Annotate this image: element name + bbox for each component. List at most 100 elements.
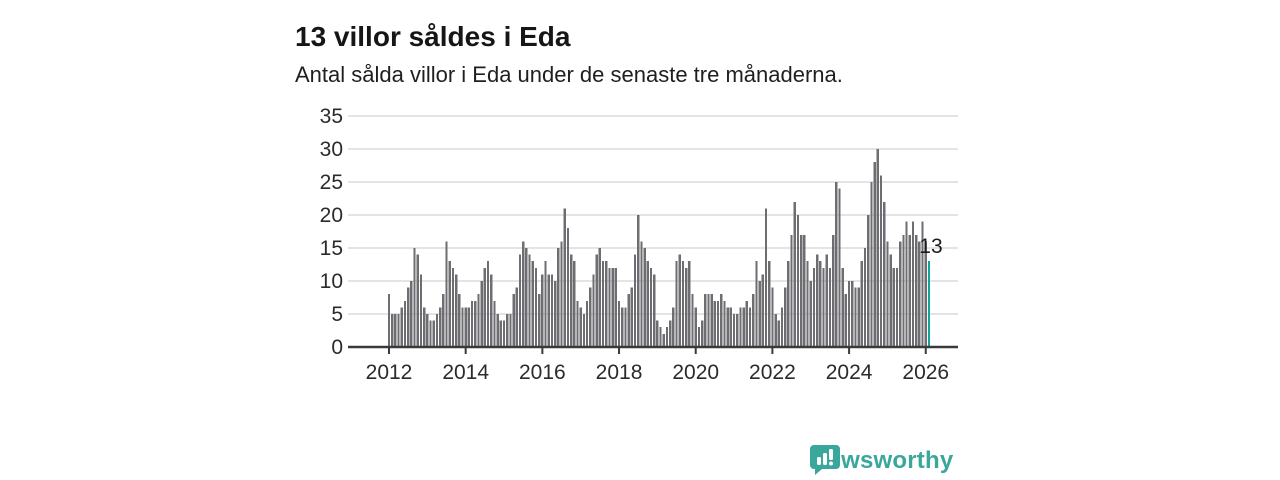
bar [576, 300, 579, 347]
bar [879, 175, 883, 347]
bar [828, 267, 832, 347]
bar [407, 287, 410, 347]
bar [700, 320, 704, 347]
bar [493, 300, 496, 347]
bar [889, 254, 892, 347]
y-tick-label: 30 [320, 138, 343, 161]
bar [534, 267, 538, 347]
bar [707, 294, 710, 347]
bar [847, 281, 851, 347]
x-tick-label: 2018 [596, 361, 643, 384]
bar [429, 320, 432, 347]
bar [553, 281, 557, 347]
highlighted-bar [927, 261, 931, 347]
bar [480, 281, 483, 347]
bar [397, 314, 400, 347]
bar [461, 307, 464, 347]
bar [876, 149, 879, 347]
bar [815, 254, 819, 347]
x-tick-label: 2020 [672, 361, 719, 384]
bar [796, 215, 800, 347]
bar [883, 201, 886, 347]
bar [742, 307, 745, 347]
x-tick-label: 2014 [442, 361, 489, 384]
bar [646, 261, 649, 347]
y-tick-label: 25 [320, 171, 343, 194]
bar [745, 300, 748, 347]
bar [454, 274, 458, 347]
bar [860, 261, 864, 347]
bar [688, 261, 691, 347]
bar [624, 307, 627, 347]
brand-footer: Newsworthy [810, 444, 953, 478]
bar [726, 307, 729, 347]
bar [592, 274, 595, 347]
bar [732, 314, 736, 347]
bar [748, 307, 752, 347]
bar [394, 314, 397, 347]
bar [857, 287, 860, 347]
bar [924, 241, 927, 347]
bar [496, 314, 499, 347]
bar [662, 333, 665, 347]
bar [716, 300, 720, 347]
bar [886, 241, 889, 347]
bar [400, 307, 403, 347]
bar [560, 241, 563, 347]
bar [649, 267, 653, 347]
bar [777, 320, 780, 347]
bar [911, 221, 915, 347]
bar [643, 248, 646, 347]
bar [653, 274, 656, 347]
bar [419, 274, 423, 347]
bar [391, 314, 394, 347]
bar [899, 241, 902, 347]
chart-subtitle: Antal sålda villor i Eda under de senast… [295, 62, 843, 87]
bar [675, 261, 678, 347]
bar [825, 254, 828, 347]
bar [710, 294, 713, 347]
bar [780, 307, 784, 347]
y-tick-label: 5 [331, 303, 343, 326]
bar [684, 267, 688, 347]
bar [681, 261, 685, 347]
bar [518, 254, 522, 347]
bar [506, 314, 509, 347]
bar [531, 261, 534, 347]
x-tick-label: 2026 [902, 361, 949, 384]
bar [918, 241, 921, 347]
bar [467, 307, 471, 347]
value-annotation: 13 [919, 235, 942, 258]
bar [697, 327, 701, 347]
y-tick-label: 35 [320, 105, 343, 128]
bar [582, 314, 586, 347]
bar [784, 287, 787, 347]
bar [819, 261, 822, 347]
page-title: 13 villor såldes i Eda [295, 20, 571, 52]
bar [656, 320, 659, 347]
bar [387, 294, 391, 347]
x-tick-label: 2016 [519, 361, 566, 384]
bar [464, 307, 467, 347]
bar [477, 294, 480, 347]
bar [403, 300, 407, 347]
x-tick-label: 2024 [826, 361, 873, 384]
bar [851, 281, 854, 347]
bar [787, 261, 790, 347]
bar [755, 261, 758, 347]
y-tick-label: 15 [320, 237, 343, 260]
bar [665, 327, 669, 347]
bar [601, 261, 605, 347]
bar [637, 215, 640, 347]
bar [915, 234, 918, 347]
bar [736, 314, 739, 347]
bar [694, 307, 697, 347]
bar [605, 261, 608, 347]
bar [809, 281, 812, 347]
bar [438, 307, 442, 347]
bar [413, 248, 416, 347]
bar [790, 234, 793, 347]
bar [416, 254, 419, 347]
y-tick-label: 0 [331, 336, 343, 359]
bar [528, 254, 531, 347]
